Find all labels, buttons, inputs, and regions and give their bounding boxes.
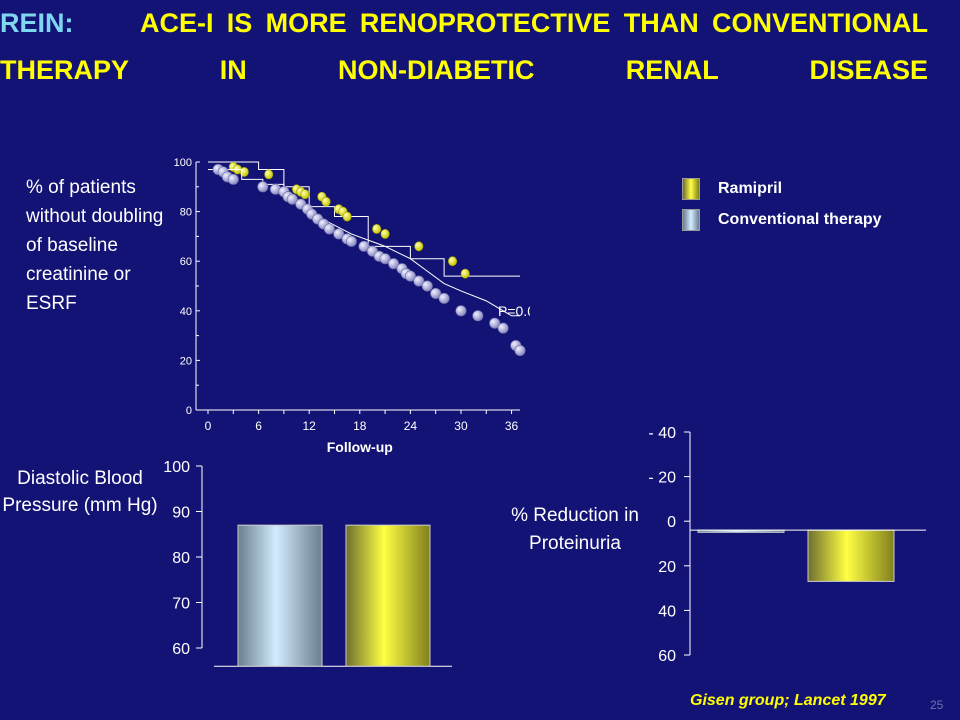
title-prefix: REIN:	[0, 8, 74, 38]
km-step-line-conventional	[208, 168, 520, 317]
x-tick-label: 6	[255, 419, 262, 433]
slide-title: REIN: ACE-I IS MORE RENOPROTECTIVE THAN …	[0, 0, 928, 94]
y-tick-label: - 20	[648, 470, 676, 487]
dbp-chart: 60 70 80 90 100	[163, 459, 452, 667]
km-point-conventional	[333, 228, 345, 240]
legend-label-ramipril: Ramipril	[718, 180, 783, 197]
km-point-conventional	[227, 173, 239, 185]
km-point-ramipril	[372, 224, 382, 234]
km-step-line-ramipril	[208, 161, 520, 277]
y-tick-label: 100	[163, 459, 190, 476]
x-tick-label: 12	[303, 419, 317, 433]
y-tick-label: 40	[658, 603, 676, 620]
x-tick-label: 24	[404, 419, 418, 433]
km-point-conventional	[379, 253, 391, 265]
km-point-conventional	[404, 270, 416, 282]
legend-swatch-ramipril	[682, 178, 700, 200]
y-tick-label: 0	[186, 405, 192, 417]
km-point-ramipril	[448, 256, 458, 267]
legend-label-conventional: Conventional therapy	[718, 211, 882, 228]
x-axis-label: Follow-up	[327, 439, 393, 455]
y-tick-label: 90	[172, 505, 190, 522]
km-point-conventional	[358, 240, 370, 252]
km-point-conventional	[497, 322, 509, 334]
km-point-conventional	[388, 258, 400, 270]
survival-chart-ylabel: % of patients without doubling of baseli…	[26, 177, 164, 314]
km-point-conventional	[438, 292, 450, 304]
y-tick-label: 60	[658, 648, 676, 665]
km-point-conventional	[323, 223, 335, 235]
km-point-conventional	[257, 181, 269, 193]
y-tick-label: 60	[172, 641, 190, 658]
km-point-conventional	[489, 317, 501, 329]
km-point-conventional	[413, 275, 425, 287]
y-tick-label: 60	[180, 256, 192, 268]
km-point-conventional	[430, 287, 442, 299]
bar-ramipril	[807, 529, 895, 582]
y-tick-label: 20	[180, 355, 192, 367]
km-point-ramipril	[300, 189, 310, 200]
y-tick-label: - 40	[648, 425, 676, 442]
slide-number: 25	[930, 698, 944, 712]
km-point-conventional	[514, 344, 526, 356]
km-point-ramipril	[342, 211, 352, 222]
y-tick-label: 80	[180, 207, 192, 219]
bar-conventional	[237, 524, 323, 667]
km-point-conventional	[286, 193, 298, 205]
y-tick-label: 80	[172, 550, 190, 567]
km-point-conventional	[345, 235, 357, 247]
km-point-conventional	[421, 280, 433, 292]
km-point-conventional	[455, 305, 467, 317]
km-point-ramipril	[380, 229, 390, 239]
km-point-ramipril	[321, 196, 331, 207]
km-point-ramipril	[264, 169, 274, 180]
citation: Gisen group; Lancet 1997	[690, 692, 886, 709]
y-tick-label: 70	[172, 596, 190, 613]
survival-chart: 0 20 40 60 80 100 0 6 12 18 24 30 36 Follow-up P=0.02	[174, 157, 530, 455]
x-tick-label: 36	[505, 419, 519, 433]
km-point-conventional	[472, 310, 484, 322]
x-tick-label: 18	[353, 419, 367, 433]
km-point-ramipril	[460, 268, 470, 279]
y-tick-label: 0	[667, 514, 676, 531]
y-tick-label: 40	[180, 306, 192, 318]
proteinuria-chart-ylabel: % Reduction in Proteinuria	[511, 505, 639, 554]
bar-ramipril	[345, 524, 431, 667]
proteinuria-chart: - 40 - 20 0 20 40 60	[648, 425, 926, 665]
x-tick-label: 0	[205, 419, 212, 433]
x-tick-label: 30	[454, 419, 468, 433]
dbp-chart-ylabel: Diastolic Blood Pressure (mm Hg)	[2, 468, 158, 516]
p-value-annotation: P=0.02	[498, 303, 530, 319]
title-text: ACE-I IS MORE RENOPROTECTIVE THAN CONVEN…	[0, 8, 928, 85]
y-tick-label: 100	[174, 157, 192, 169]
legend-swatch-conventional	[682, 209, 700, 231]
km-point-ramipril	[414, 241, 424, 252]
y-tick-label: 20	[658, 559, 676, 576]
